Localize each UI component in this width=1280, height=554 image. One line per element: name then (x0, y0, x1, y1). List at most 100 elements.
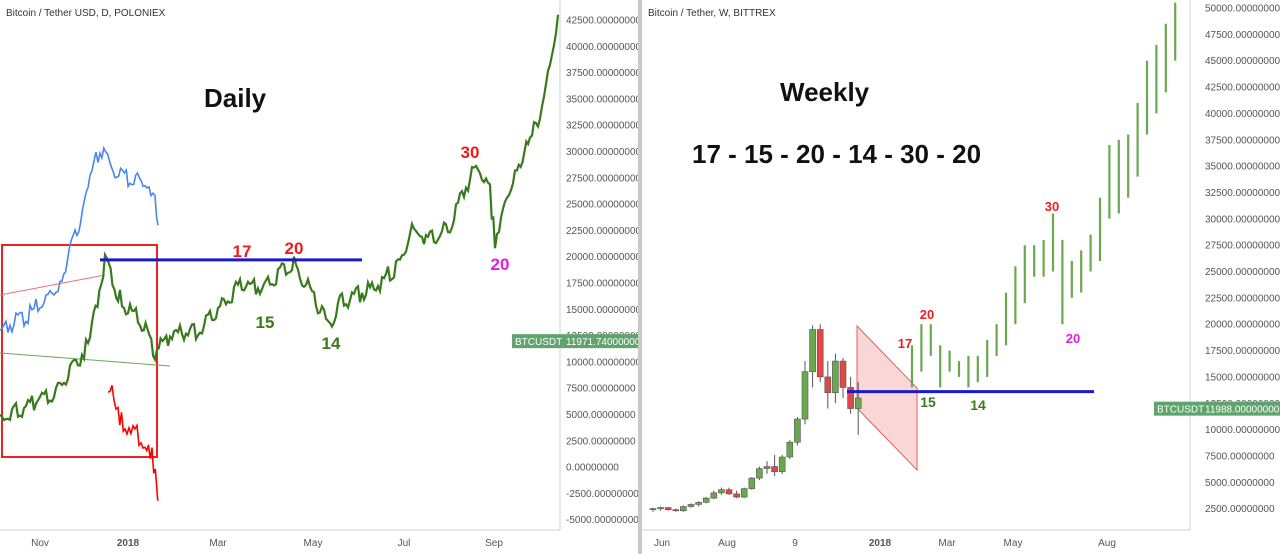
daily-cycle-label: 15 (256, 313, 275, 332)
weekly-y-tick-label: 50000.00000000 (1205, 4, 1280, 15)
weekly-cycle-label: 17 (898, 336, 912, 351)
daily-cycle-label: 20 (285, 239, 304, 258)
weekly-candle-body (832, 360, 839, 394)
daily-y-tick-label: 22500.00000000 (566, 226, 638, 237)
daily-highlight-box (1, 244, 158, 458)
weekly-y-tick-label: 5000.00000000 (1205, 478, 1275, 489)
weekly-y-tick-label: 20000.00000000 (1205, 320, 1280, 331)
daily-red-trendline (0, 274, 106, 296)
daily-y-tick-label: -5000.00000000 (566, 515, 638, 526)
weekly-price-badge-value: 11988.00000000 (1205, 405, 1280, 416)
weekly-y-tick-label: 27500.00000000 (1205, 241, 1280, 252)
weekly-cycle-label: 14 (970, 397, 986, 413)
daily-y-tick-label: 10000.00000000 (566, 357, 638, 368)
weekly-y-tick-label: 42500.00000000 (1205, 83, 1280, 94)
daily-price-badge (512, 334, 638, 349)
daily-x-tick-label: Sep (485, 538, 503, 549)
daily-cycle-label: 30 (461, 143, 480, 162)
daily-y-tick-label: 5000.00000000 (566, 410, 636, 421)
weekly-y-tick-label: 32500.00000000 (1205, 188, 1280, 199)
weekly-candle-body (839, 360, 847, 388)
weekly-candle-body (756, 468, 763, 479)
weekly-x-tick-label: Aug (1098, 538, 1116, 549)
weekly-y-tick-label: 2500.00000000 (1205, 504, 1275, 515)
daily-price-badge-value: 11971.74000000 (566, 337, 638, 348)
daily-x-tick-label: Nov (31, 538, 49, 549)
daily-y-tick-label: 17500.00000000 (566, 279, 638, 290)
weekly-candle-body (763, 466, 771, 469)
weekly-cycle-label: 15 (920, 394, 936, 410)
daily-cycle-label: 14 (322, 334, 341, 353)
weekly-candle-body (695, 502, 702, 505)
daily-x-tick-label: Jul (398, 538, 411, 549)
daily-y-tick-label: 40000.00000000 (566, 42, 638, 53)
weekly-x-tick-label: Jun (654, 538, 670, 549)
weekly-candle-body (778, 456, 786, 473)
daily-y-tick-label: 25000.00000000 (566, 200, 638, 211)
daily-y-tick-label: 30000.00000000 (566, 147, 638, 158)
daily-price-series (0, 14, 560, 422)
weekly-candle-body (847, 387, 854, 409)
weekly-candle-body (740, 488, 748, 498)
weekly-y-tick-label: 35000.00000000 (1205, 162, 1280, 173)
weekly-cycle-label: 30 (1045, 199, 1059, 214)
daily-y-tick-label: 7500.00000000 (566, 384, 636, 395)
daily-y-tick-label: 35000.00000000 (566, 94, 638, 105)
weekly-cycle-label: 20 (1066, 331, 1080, 346)
daily-x-tick-label: Mar (209, 538, 227, 549)
weekly-y-tick-label: 25000.00000000 (1205, 267, 1280, 278)
weekly-candle-body (801, 371, 809, 420)
daily-y-tick-label: 20000.00000000 (566, 252, 638, 263)
weekly-x-tick-label: 9 (792, 538, 798, 549)
weekly-x-tick-label: Mar (938, 538, 956, 549)
daily-y-tick-label: 32500.00000000 (566, 121, 638, 132)
daily-cycle-label: 17 (233, 242, 252, 261)
weekly-candle-body (649, 508, 657, 511)
daily-chart-svg: Bitcoin / Tether USD, D, POLONIEX Daily … (0, 0, 638, 549)
weekly-y-tick-label: 37500.00000000 (1205, 135, 1280, 146)
weekly-candle-body (680, 506, 687, 512)
weekly-chart-symbol: Bitcoin / Tether, W, BITTREX (648, 8, 776, 19)
weekly-x-tick-label: Aug (718, 538, 736, 549)
weekly-candle-body (725, 489, 733, 495)
weekly-candle-body (794, 418, 801, 443)
weekly-y-tick-label: 22500.00000000 (1205, 293, 1280, 304)
weekly-candle-body (702, 497, 710, 503)
weekly-candle-body (771, 466, 778, 473)
weekly-candle-body (687, 504, 695, 507)
weekly-chart-svg: Bitcoin / Tether, W, BITTREX Weekly 17 -… (642, 0, 1280, 549)
weekly-candle-body (816, 329, 824, 378)
weekly-price-badge (1154, 401, 1280, 416)
daily-y-tick-label: 27500.00000000 (566, 173, 638, 184)
weekly-y-tick-label: 40000.00000000 (1205, 109, 1280, 120)
weekly-y-tick-label: 7500.00000000 (1205, 451, 1275, 462)
weekly-chart-panel: Bitcoin / Tether, W, BITTREX Weekly 17 -… (642, 0, 1280, 554)
weekly-candle-body (809, 329, 816, 372)
weekly-annotation-title: Weekly (780, 77, 870, 107)
weekly-candle-body (672, 509, 680, 512)
weekly-y-tick-label: 17500.00000000 (1205, 346, 1280, 357)
weekly-candle-body (657, 507, 664, 509)
daily-y-tick-label: 37500.00000000 (566, 68, 638, 79)
daily-price-series (107, 385, 159, 501)
weekly-y-tick-label: 10000.00000000 (1205, 425, 1280, 436)
daily-y-tick-label: 15000.00000000 (566, 305, 638, 316)
weekly-x-tick-label: May (1004, 538, 1023, 549)
weekly-candle-body (824, 376, 832, 394)
daily-x-tick-label: 2018 (117, 538, 140, 549)
daily-y-tick-label: 42500.00000000 (566, 16, 638, 27)
weekly-y-tick-label: 15000.00000000 (1205, 372, 1280, 383)
daily-y-tick-label: 0.00000000 (566, 463, 619, 474)
weekly-falling-channel (856, 324, 918, 472)
weekly-candle-body (786, 441, 794, 458)
weekly-x-tick-label: 2018 (869, 538, 892, 549)
weekly-candle-body (710, 492, 718, 499)
weekly-candle-body (733, 493, 740, 498)
weekly-candle-body (718, 489, 725, 494)
daily-chart-symbol: Bitcoin / Tether USD, D, POLONIEX (6, 8, 166, 19)
weekly-y-tick-label: 30000.00000000 (1205, 214, 1280, 225)
daily-price-series (0, 145, 159, 335)
weekly-candle-body (854, 397, 862, 409)
daily-annotation-title: Daily (204, 83, 267, 113)
daily-y-tick-label: -2500.00000000 (566, 489, 638, 500)
